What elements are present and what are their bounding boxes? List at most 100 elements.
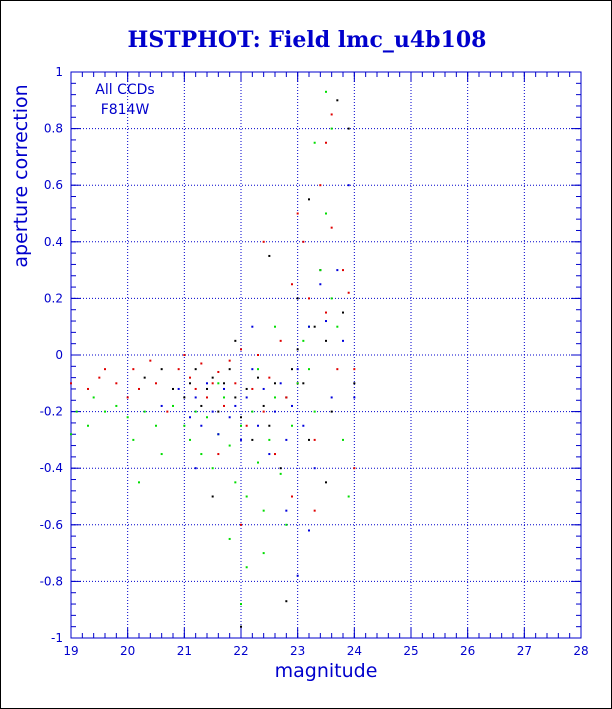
y-tick-label: -0.4: [40, 461, 63, 475]
data-point-green: [347, 495, 350, 498]
data-point-blue: [217, 433, 220, 436]
data-point-green: [291, 424, 293, 427]
data-point-blue: [251, 368, 254, 371]
data-point-green: [189, 438, 191, 441]
y-tick-label: -0.2: [40, 405, 63, 419]
data-point-red: [177, 368, 180, 371]
data-point-black: [291, 368, 293, 371]
grid: [71, 72, 581, 638]
data-point-red: [234, 382, 237, 385]
data-point-red: [240, 348, 242, 351]
data-point-black: [353, 382, 356, 385]
data-point-green: [172, 404, 174, 407]
data-point-blue: [279, 382, 282, 385]
data-point-black: [211, 495, 214, 498]
data-point-red: [268, 376, 271, 379]
data-point-black: [234, 339, 237, 342]
x-axis: 19 20 21 22 23 24 25 26 27 28: [63, 72, 589, 658]
data-point-red: [183, 354, 186, 356]
data-point-black: [313, 325, 316, 328]
data-point-green: [268, 438, 271, 441]
data-point-blue: [285, 438, 288, 441]
data-point-black: [330, 410, 333, 413]
x-tick-label: 25: [403, 644, 418, 658]
data-point-blue: [240, 438, 242, 441]
y-tick-label: -0.8: [40, 574, 63, 588]
data-point-red: [291, 495, 293, 498]
data-point-green: [274, 325, 276, 328]
data-point-green: [155, 424, 157, 427]
data-point-black: [234, 396, 237, 399]
data-point-green: [183, 424, 186, 427]
data-point-black: [194, 368, 197, 371]
x-tick-label: 22: [233, 644, 248, 658]
data-point-red: [325, 311, 327, 314]
data-point-green: [206, 416, 208, 419]
data-point-red: [217, 370, 220, 373]
data-point-green: [200, 453, 203, 456]
data-point-red: [104, 368, 106, 371]
data-point-blue: [325, 320, 327, 323]
data-point-green: [240, 603, 242, 606]
data-point-red: [262, 410, 265, 413]
data-point-black: [325, 481, 327, 484]
data-point-green: [262, 509, 265, 512]
data-point-black: [325, 339, 327, 342]
x-tick-label: 19: [63, 644, 78, 658]
data-point-blue: [291, 404, 293, 407]
data-point-blue: [336, 269, 339, 272]
data-point-blue: [308, 325, 310, 328]
data-point-red: [330, 226, 333, 229]
data-point-black: [285, 600, 288, 603]
y-tick-label: 0.2: [44, 291, 63, 305]
data-point-green: [143, 410, 146, 413]
data-point-blue: [211, 410, 214, 413]
data-point-green: [104, 410, 106, 413]
data-point-green: [325, 212, 327, 215]
data-point-blue: [313, 467, 316, 470]
data-point-green: [115, 404, 118, 407]
data-point-black: [223, 382, 225, 385]
data-point-green: [132, 438, 135, 441]
data-point-red: [200, 362, 203, 365]
data-points: [70, 90, 356, 628]
data-point-green: [285, 523, 288, 526]
data-point-blue: [245, 396, 248, 399]
data-point-black: [251, 438, 254, 441]
data-point-blue: [160, 404, 163, 407]
data-point-blue: [262, 387, 265, 390]
data-point-black: [211, 376, 214, 379]
data-point-black: [268, 424, 271, 427]
data-point-green: [75, 410, 78, 413]
data-point-red: [302, 240, 305, 243]
data-point-green: [160, 453, 163, 456]
data-point-black: [257, 376, 259, 379]
data-point-red: [132, 368, 135, 371]
data-point-blue: [285, 509, 288, 512]
data-point-green: [126, 416, 129, 419]
data-point-green: [325, 90, 327, 93]
data-point-black: [347, 127, 350, 130]
data-point-red: [308, 297, 310, 300]
x-tick-label: 20: [120, 644, 135, 658]
data-point-black: [308, 198, 310, 201]
data-point-green: [223, 396, 225, 399]
data-point-red: [285, 396, 288, 399]
data-point-green: [87, 424, 89, 427]
y-tick-label: 0.4: [44, 235, 63, 249]
data-point-blue: [189, 416, 191, 419]
data-point-green: [92, 396, 95, 399]
data-point-red: [70, 382, 72, 385]
data-point-black: [172, 387, 174, 390]
data-point-blue: [342, 339, 344, 342]
data-point-red: [194, 387, 197, 390]
data-point-red: [98, 376, 101, 379]
data-point-red: [319, 184, 322, 187]
data-point-black: [279, 467, 282, 470]
data-point-red: [325, 141, 327, 144]
data-point-green: [308, 368, 310, 371]
data-point-green: [319, 269, 322, 272]
data-point-green: [274, 396, 276, 399]
data-point-black: [228, 368, 231, 371]
y-tick-label: 0.8: [44, 122, 63, 136]
